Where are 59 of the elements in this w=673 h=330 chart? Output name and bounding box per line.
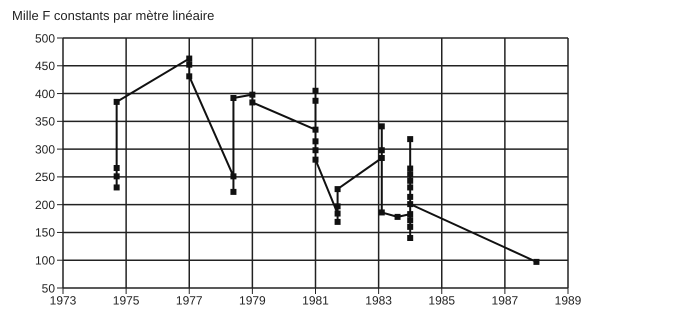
y-axis-title: Mille F constants par mètre linéaire <box>12 8 214 23</box>
point <box>230 173 236 180</box>
point <box>378 123 385 130</box>
x-tick-label: 1981 <box>302 294 330 308</box>
point <box>394 214 401 220</box>
point <box>312 98 318 104</box>
point <box>407 184 414 190</box>
x-tick-label: 1979 <box>239 294 266 308</box>
point <box>186 56 192 62</box>
point <box>407 235 414 241</box>
point <box>312 88 318 94</box>
y-tick-label: 400 <box>34 86 56 101</box>
point <box>407 201 414 208</box>
x-tick-label: 1987 <box>492 294 519 308</box>
point <box>312 126 318 133</box>
point <box>230 188 236 195</box>
point <box>407 178 414 184</box>
point <box>407 194 414 200</box>
point <box>407 172 414 178</box>
y-tick-label: 350 <box>34 114 56 129</box>
point <box>334 203 341 210</box>
point <box>334 218 341 225</box>
point <box>186 73 192 80</box>
point <box>230 95 236 101</box>
y-tick-label: 500 <box>34 31 56 46</box>
y-tick-label: 300 <box>34 142 56 156</box>
point <box>312 138 318 144</box>
point <box>378 209 385 216</box>
point <box>114 184 120 190</box>
y-tick-label: 50 <box>42 281 56 296</box>
point <box>249 99 256 106</box>
x-tick-label: 1983 <box>365 294 392 308</box>
point <box>407 211 414 218</box>
point <box>312 156 318 163</box>
x-tick-label: 1985 <box>428 294 456 308</box>
point <box>312 147 318 154</box>
point <box>407 217 414 224</box>
point <box>533 258 540 265</box>
y-tick-label: 200 <box>34 198 56 212</box>
point <box>249 92 256 98</box>
point <box>186 62 192 68</box>
point <box>334 186 341 192</box>
point <box>114 173 120 180</box>
y-tick-label: 450 <box>34 59 56 74</box>
x-tick-label: 1989 <box>554 294 582 308</box>
y-tick-label: 100 <box>34 253 56 268</box>
x-tick-label: 1975 <box>112 294 140 308</box>
point <box>334 210 341 217</box>
point <box>378 147 385 154</box>
point <box>407 136 414 142</box>
point <box>114 98 120 105</box>
point <box>407 224 414 230</box>
point <box>114 165 120 171</box>
x-tick-label: 1973 <box>50 294 77 308</box>
y-tick-label: 150 <box>34 226 56 240</box>
point <box>407 166 414 172</box>
point <box>378 155 385 161</box>
x-tick-label: 1977 <box>176 294 203 308</box>
y-tick-label: 250 <box>34 170 56 184</box>
